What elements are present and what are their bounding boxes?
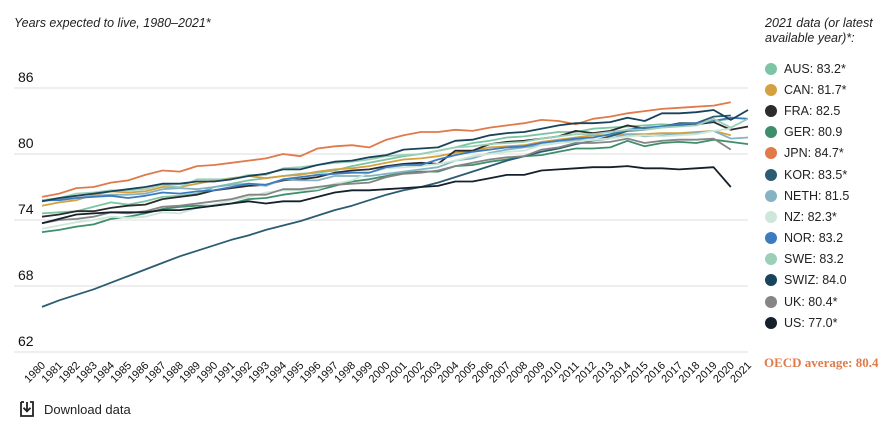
legend-label: AUS: 83.2* <box>784 61 846 76</box>
y-tick-label: 62 <box>18 333 34 349</box>
series-lines <box>41 101 749 308</box>
legend-item: SWE: 83.2 <box>765 249 883 270</box>
legend-label: NOR: 83.2 <box>784 231 844 246</box>
series-line-swe <box>41 117 749 202</box>
legend-label: GER: 80.9 <box>784 125 843 140</box>
legend-title: 2021 data (or latest available year)*: <box>765 16 873 45</box>
legend: 2021 data (or latest available year)*: A… <box>765 16 883 333</box>
series-line-swiz <box>41 109 749 203</box>
legend-swatch <box>765 126 777 139</box>
legend-label: CAN: 81.7* <box>784 82 847 97</box>
legend-item: GER: 80.9 <box>765 122 883 143</box>
legend-item: AUS: 83.2* <box>765 58 883 79</box>
legend-swatch <box>765 104 777 117</box>
series-line-fra <box>41 121 749 218</box>
legend-item: NOR: 83.2 <box>765 228 883 249</box>
legend-item: CAN: 81.7* <box>765 79 883 100</box>
legend-item: KOR: 83.5* <box>765 164 883 185</box>
legend-label: FRA: 82.5 <box>784 103 841 118</box>
legend-swatch <box>765 83 777 96</box>
series-line-uk <box>41 137 732 225</box>
legend-swatch <box>765 62 777 75</box>
legend-item: NETH: 81.5 <box>765 185 883 206</box>
legend-label: NETH: 81.5 <box>784 188 850 203</box>
legend-label: NZ: 82.3* <box>784 209 837 224</box>
series-line-nz <box>41 127 731 230</box>
legend-item: FRA: 82.5 <box>765 100 883 121</box>
legend-label: US: 77.0* <box>784 315 838 330</box>
y-tick-label: 80 <box>18 135 34 151</box>
series-line-jpn <box>41 101 731 198</box>
y-tick-label: 86 <box>18 69 34 85</box>
legend-item: SWIZ: 84.0 <box>765 270 883 291</box>
legend-swatch <box>765 210 777 223</box>
legend-item: JPN: 84.7* <box>765 143 883 164</box>
grid-lines <box>14 87 748 353</box>
legend-swatch <box>765 253 777 266</box>
legend-swatch <box>765 316 777 329</box>
legend-label: UK: 80.4* <box>784 294 838 309</box>
y-tick-label: 74 <box>18 201 34 217</box>
legend-swatch <box>765 274 777 287</box>
legend-label: SWIZ: 84.0 <box>784 273 847 288</box>
legend-swatch <box>765 147 777 160</box>
x-axis-ticks: 1980198119821983198419851986198719881989… <box>22 360 754 386</box>
legend-swatch <box>765 168 777 181</box>
y-axis-ticks: 62 68 74 80 86 <box>18 69 34 349</box>
series-line-us <box>41 165 732 225</box>
legend-item: NZ: 82.3* <box>765 206 883 227</box>
legend-label: KOR: 83.5* <box>784 167 848 182</box>
chart-title: Years expected to live, 1980–2021* <box>14 16 211 30</box>
line-chart: 62 68 74 80 86 19801981198219831984198519861… <box>14 69 754 386</box>
series-line-kor <box>41 114 731 308</box>
download-label: Download data <box>44 401 131 417</box>
legend-swatch <box>765 295 777 308</box>
legend-items: AUS: 83.2* CAN: 81.7* FRA: 82.5 GER: 80.9 JP… <box>765 58 883 333</box>
legend-swatch <box>765 232 777 245</box>
download-icon <box>20 401 34 417</box>
series-line-neth <box>41 130 749 203</box>
legend-label: JPN: 84.7* <box>784 146 844 161</box>
download-data-button[interactable]: Download data <box>18 400 131 418</box>
y-tick-label: 68 <box>18 267 34 283</box>
legend-item: UK: 80.4* <box>765 291 883 312</box>
series-line-aus <box>41 117 731 215</box>
legend-label: SWE: 83.2 <box>784 252 844 267</box>
legend-item: US: 77.0* <box>765 312 883 333</box>
oecd-average-note: OECD average: 80.4 <box>764 355 879 370</box>
legend-swatch <box>765 189 777 202</box>
